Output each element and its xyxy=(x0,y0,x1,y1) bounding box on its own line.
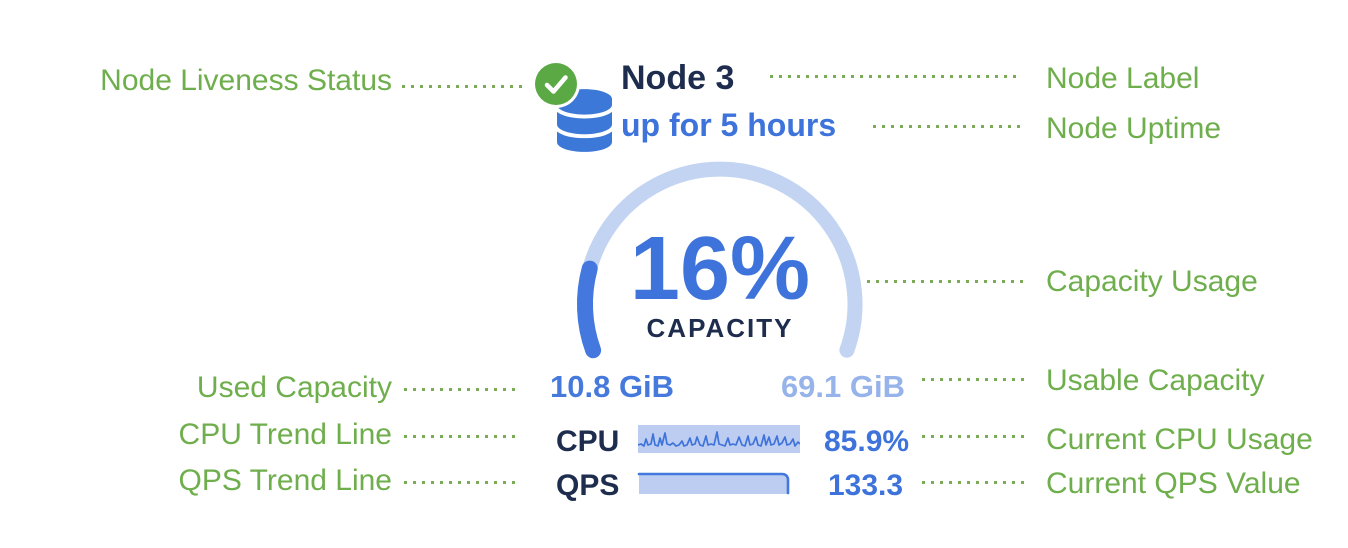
annotation-current-qps-value: Current QPS Value xyxy=(1046,467,1301,500)
annotation-node-liveness-status: Node Liveness Status xyxy=(100,64,392,97)
qps-bar-chart xyxy=(637,472,790,495)
dotted-connector-node-liveness xyxy=(402,85,526,88)
annotation-node-label: Node Label xyxy=(1046,62,1200,95)
node-uptime: up for 5 hours xyxy=(621,107,837,143)
annotation-node-uptime: Node Uptime xyxy=(1046,112,1222,145)
database-icon xyxy=(557,89,612,157)
qps-value: 133.3 xyxy=(828,469,904,502)
cpu-label: CPU xyxy=(556,425,620,458)
dotted-connector-used-capacity xyxy=(404,388,518,391)
node-title: Node 3 xyxy=(621,59,735,97)
dotted-connector-current-qps xyxy=(922,481,1025,484)
dotted-connector-node-label xyxy=(770,75,1022,78)
capacity-percent: 16% xyxy=(629,219,811,319)
dotted-connector-usable-capacity xyxy=(922,378,1025,381)
annotation-cpu-trend-line: CPU Trend Line xyxy=(178,418,392,451)
annotation-usable-capacity: Usable Capacity xyxy=(1046,364,1265,397)
dotted-connector-cpu-trend xyxy=(404,435,518,438)
annotation-current-cpu-usage: Current CPU Usage xyxy=(1046,423,1313,456)
annotation-used-capacity: Used Capacity xyxy=(196,371,392,404)
dotted-connector-qps-trend xyxy=(404,481,518,484)
check-circle-icon xyxy=(535,63,577,105)
cpu-sparkline-chart xyxy=(638,425,800,453)
dotted-connector-current-cpu xyxy=(922,435,1025,438)
annotation-qps-trend-line: QPS Trend Line xyxy=(178,464,392,497)
capacity-caption: CAPACITY xyxy=(646,313,794,343)
gauge-fill-arc xyxy=(576,260,602,359)
used-capacity-value: 10.8 GiB xyxy=(550,369,675,404)
annotation-capacity-usage: Capacity Usage xyxy=(1046,265,1258,298)
dotted-connector-capacity-usage xyxy=(867,280,1023,283)
capacity-gauge xyxy=(576,161,863,359)
dotted-connector-node-uptime xyxy=(873,125,1023,128)
cpu-value: 85.9% xyxy=(824,425,910,458)
usable-capacity-value: 69.1 GiB xyxy=(780,369,905,404)
qps-label: QPS xyxy=(556,469,620,502)
